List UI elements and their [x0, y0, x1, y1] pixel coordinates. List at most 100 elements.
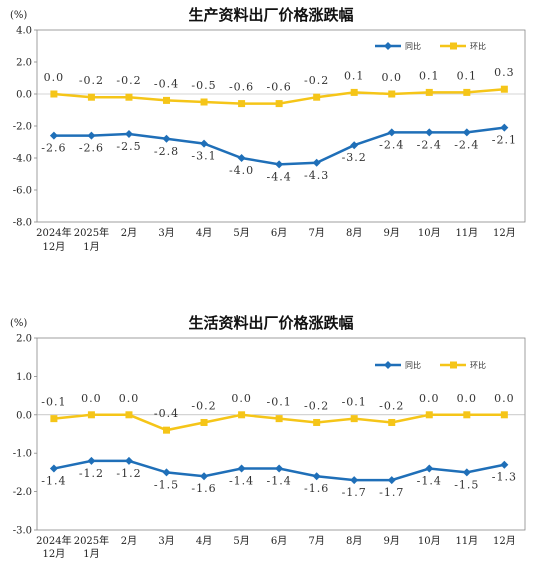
data-point-yoy: [275, 160, 284, 169]
legend-marker: [384, 361, 392, 369]
unit-label: (%): [10, 10, 27, 21]
data-point-mom: [500, 85, 508, 93]
data-point-mom: [238, 411, 246, 419]
x-tick-label: 12月: [493, 535, 516, 547]
legend-label: 环比: [470, 41, 486, 51]
legend-marker: [450, 42, 457, 50]
data-point-mom: [275, 415, 283, 423]
data-label-mom: -0.1: [342, 396, 367, 409]
data-label-yoy: -1.6: [304, 482, 329, 495]
data-point-mom: [125, 411, 133, 419]
x-tick-label: 8月: [346, 227, 362, 239]
data-label-yoy: -2.1: [492, 134, 517, 147]
data-point-yoy: [275, 464, 284, 473]
data-point-yoy: [49, 131, 58, 140]
x-tick-label: 5月: [233, 535, 249, 547]
y-tick-label: -2.0: [13, 487, 32, 498]
x-tick-label: 2月: [121, 535, 137, 547]
data-label-mom: 0.0: [457, 392, 478, 405]
data-point-mom: [463, 88, 471, 96]
chart-production-materials: 生产资料出厂价格涨跌幅 (%) 4.0 2.0 0.0 -2.0 -4.0 -6.0 -8.0 2…: [10, 6, 526, 253]
x-tick-label: 1月: [83, 241, 99, 253]
legend-label: 同比: [405, 41, 421, 51]
data-label-mom: 0.1: [344, 69, 365, 82]
x-tick-label: 7月: [308, 535, 324, 547]
data-point-mom: [500, 411, 508, 419]
data-label-mom: 0.0: [381, 71, 402, 84]
x-tick-label: 9月: [384, 227, 400, 239]
chart-title: 生活资料出厂价格涨跌幅: [188, 314, 353, 332]
y-tick-label: 4.0: [16, 26, 32, 37]
y-tick-label: -2.0: [13, 122, 32, 133]
data-label-yoy: -2.4: [454, 138, 479, 151]
data-point-mom: [350, 88, 358, 96]
data-point-yoy: [237, 464, 246, 473]
data-label-mom: -0.2: [191, 399, 216, 412]
data-point-mom: [425, 411, 433, 419]
data-label-yoy: -1.6: [191, 482, 216, 495]
data-point-yoy: [200, 472, 209, 481]
y-tick-label: 1.0: [16, 372, 32, 383]
data-label-yoy: -1.2: [116, 467, 141, 480]
x-tick-label: 2月: [121, 227, 137, 239]
x-tick-label: 3月: [158, 227, 174, 239]
data-label-mom: -0.2: [79, 74, 104, 87]
x-tick-label: 3月: [158, 535, 174, 547]
data-label-yoy: -4.4: [267, 170, 292, 183]
legend-label: 同比: [405, 360, 421, 370]
x-tick-label: 2024年: [36, 534, 71, 547]
data-label-mom: 0.0: [419, 392, 440, 405]
data-point-yoy: [49, 464, 58, 473]
data-point-yoy: [425, 128, 434, 137]
x-tick-label: 12月: [493, 227, 516, 239]
y-tick-label: -1.0: [13, 449, 32, 460]
data-point-yoy: [162, 134, 171, 143]
data-label-yoy: -2.5: [116, 140, 141, 153]
x-tick-label: 10月: [418, 535, 441, 547]
data-label-mom: -0.2: [116, 74, 141, 87]
data-point-yoy: [87, 456, 96, 465]
x-tick-label: 10月: [418, 227, 441, 239]
data-point-mom: [350, 415, 358, 423]
data-point-yoy: [200, 139, 209, 148]
data-label-yoy: -2.6: [79, 142, 104, 155]
data-point-mom: [425, 88, 433, 96]
unit-label: (%): [10, 318, 27, 329]
x-tick-label: 6月: [271, 535, 287, 547]
data-label-yoy: -1.4: [229, 475, 254, 488]
y-tick-label: 0.0: [16, 410, 32, 421]
data-point-yoy: [124, 456, 133, 465]
y-tick-label: -4.0: [13, 154, 32, 165]
data-point-yoy: [350, 476, 359, 485]
data-point-yoy: [312, 472, 321, 481]
data-label-yoy: -4.0: [229, 164, 254, 177]
data-label-yoy: -3.1: [191, 150, 216, 163]
x-tick-label: 8月: [346, 535, 362, 547]
data-point-yoy: [425, 464, 434, 473]
data-point-yoy: [500, 460, 509, 469]
data-label-mom: 0.3: [494, 66, 515, 79]
data-point-mom: [50, 415, 58, 423]
data-label-yoy: -2.4: [417, 138, 442, 151]
data-label-yoy: -1.7: [342, 486, 367, 499]
data-label-yoy: -1.7: [379, 486, 404, 499]
x-tick-label: 5月: [233, 227, 249, 239]
data-point-yoy: [387, 128, 396, 137]
data-point-mom: [125, 93, 133, 101]
data-point-mom: [388, 418, 396, 426]
data-label-yoy: -3.2: [342, 151, 367, 164]
y-tick-label: -3.0: [13, 526, 32, 537]
data-point-mom: [200, 98, 208, 106]
data-label-mom: -0.6: [267, 81, 292, 94]
data-label-yoy: -1.5: [454, 478, 479, 491]
data-point-yoy: [500, 123, 509, 132]
data-point-yoy: [312, 158, 321, 167]
data-point-mom: [87, 93, 95, 101]
x-tick-label: 4月: [196, 227, 212, 239]
y-tick-label: 2.0: [16, 334, 32, 345]
x-tick-label: 2025年: [74, 534, 109, 547]
data-label-mom: -0.4: [154, 407, 179, 420]
y-tick-label: 2.0: [16, 58, 32, 69]
data-label-yoy: -2.4: [379, 138, 404, 151]
